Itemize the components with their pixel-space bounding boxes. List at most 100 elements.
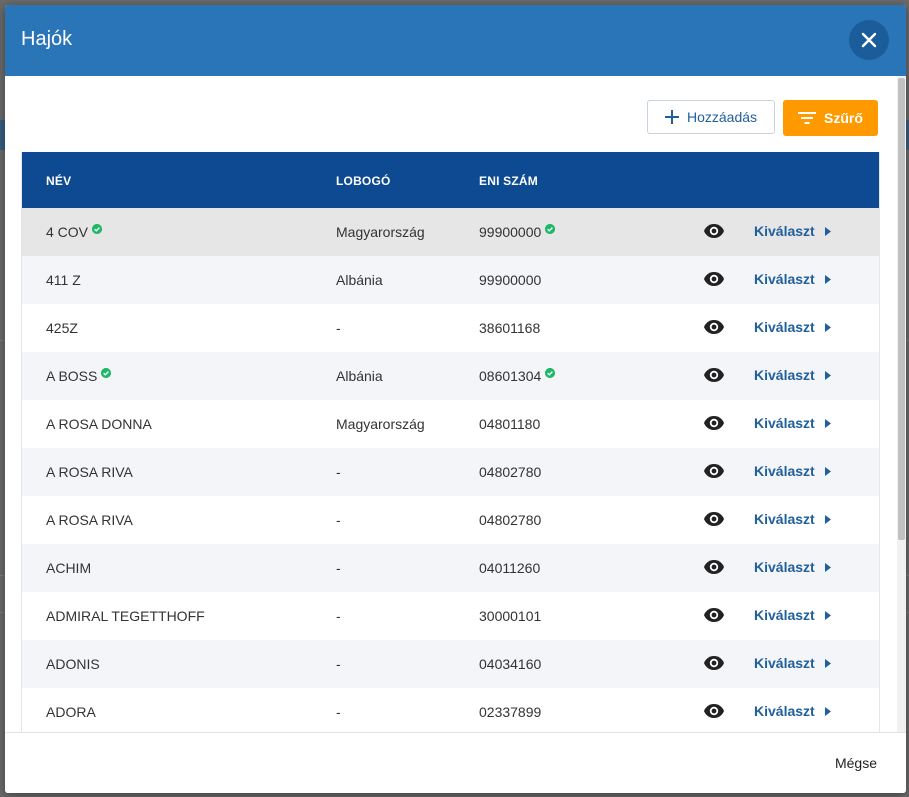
check-circle-icon: [545, 224, 556, 234]
ship-flag: Albánia: [336, 272, 383, 288]
ship-name-cell: ACHIM: [46, 560, 91, 576]
cancel-button[interactable]: Mégse: [834, 755, 877, 771]
check-circle-icon: [545, 368, 556, 378]
eye-icon[interactable]: [703, 559, 725, 575]
select-button[interactable]: Kiválaszt: [754, 703, 831, 719]
add-button-label: Hozzáadás: [686, 109, 758, 125]
ship-eni-cell: 08601304: [479, 368, 556, 384]
eye-icon[interactable]: [703, 319, 725, 335]
dialog-header: Hajók: [5, 5, 906, 76]
eye-icon[interactable]: [703, 415, 725, 431]
caret-right-icon: [824, 319, 831, 335]
eye-icon[interactable]: [703, 271, 725, 287]
dialog-footer: Mégse: [5, 732, 906, 793]
ship-name-cell: A ROSA RIVA: [46, 512, 133, 528]
ship-eni-number: 04011260: [479, 560, 541, 576]
ship-flag: Magyarország: [336, 416, 425, 432]
scrollbar-thumb[interactable]: [898, 78, 905, 540]
ship-eni-number: 30000101: [479, 608, 542, 624]
table-row[interactable]: ADMIRAL TEGETTHOFF - 30000101 Kiválaszt: [22, 592, 879, 640]
table-row[interactable]: ACHIM - 04011260 Kiválaszt: [22, 544, 879, 592]
caret-right-icon: [824, 223, 831, 239]
ship-name: A ROSA DONNA: [46, 416, 152, 432]
select-button[interactable]: Kiválaszt: [754, 463, 831, 479]
ship-eni-cell: 99900000: [479, 224, 556, 240]
ship-flag: Magyarország: [336, 224, 425, 240]
ship-flag: -: [336, 656, 341, 672]
table-row[interactable]: A BOSS Albánia 08601304 Kiválaszt: [22, 352, 879, 400]
eye-icon[interactable]: [703, 511, 725, 527]
ship-name-cell: 425Z: [46, 320, 78, 336]
column-header-flag[interactable]: LOBOGÓ: [336, 174, 391, 188]
table-row[interactable]: A ROSA DONNA Magyarország 04801180 Kiválasz…: [22, 400, 879, 448]
ship-name: ADORA: [46, 704, 96, 720]
ship-eni-number: 02337899: [479, 704, 542, 720]
select-button[interactable]: Kiválaszt: [754, 655, 831, 671]
dialog-title: Hajók: [21, 28, 73, 50]
table-row[interactable]: 411 Z Albánia 99900000 Kiválaszt: [22, 256, 879, 304]
eye-icon[interactable]: [703, 223, 725, 239]
column-header-name[interactable]: NÉV: [46, 174, 72, 188]
select-button-label: Kiválaszt: [754, 511, 815, 527]
table-row[interactable]: A ROSA RIVA - 04802780 Kiválaszt: [22, 496, 879, 544]
ship-name: ADMIRAL TEGETTHOFF: [46, 608, 205, 624]
eye-icon[interactable]: [703, 463, 725, 479]
caret-right-icon: [824, 655, 831, 671]
close-icon: [861, 32, 877, 48]
table-body: 4 COV Magyarország 99900000 Kiválaszt 411 Z A…: [22, 208, 879, 732]
ship-name: A BOSS: [46, 368, 98, 384]
filter-button[interactable]: Szűrő: [783, 100, 878, 136]
ship-eni-cell: 02337899: [479, 704, 541, 720]
caret-right-icon: [824, 607, 831, 623]
select-button-label: Kiválaszt: [754, 655, 815, 671]
ship-name: 411 Z: [46, 272, 81, 288]
ship-name-cell: A ROSA RIVA: [46, 464, 133, 480]
ship-name-cell: 411 Z: [46, 272, 81, 288]
table-row[interactable]: ADORA - 02337899 Kiválaszt: [22, 688, 879, 732]
ship-eni-cell: 04802780: [479, 512, 541, 528]
select-button[interactable]: Kiválaszt: [754, 511, 831, 527]
ship-eni-cell: 38601168: [479, 320, 540, 336]
close-button[interactable]: [849, 20, 889, 60]
add-button[interactable]: Hozzáadás: [647, 100, 775, 134]
select-button-label: Kiválaszt: [754, 559, 815, 575]
ship-eni-cell: 04802780: [479, 464, 541, 480]
select-button[interactable]: Kiválaszt: [754, 607, 831, 623]
table-row[interactable]: A ROSA RIVA - 04802780 Kiválaszt: [22, 448, 879, 496]
select-button[interactable]: Kiválaszt: [754, 367, 831, 383]
ship-flag: -: [336, 320, 341, 336]
ship-eni-number: 99900000: [479, 224, 542, 240]
select-button[interactable]: Kiválaszt: [754, 223, 831, 239]
ship-flag: -: [336, 512, 341, 528]
table-row[interactable]: 4 COV Magyarország 99900000 Kiválaszt: [22, 208, 879, 256]
table-row[interactable]: ADONIS - 04034160 Kiválaszt: [22, 640, 879, 688]
plus-icon: [664, 110, 679, 124]
select-button[interactable]: Kiválaszt: [754, 415, 831, 431]
dialog-toolbar: Hozzáadás Szűrő: [647, 100, 878, 136]
eye-icon[interactable]: [703, 607, 725, 623]
ship-eni-number: 38601168: [479, 320, 541, 336]
ship-name: ADONIS: [46, 656, 100, 672]
ship-name-cell: 4 COV: [46, 224, 103, 240]
select-button[interactable]: Kiválaszt: [754, 559, 831, 575]
ship-eni-number: 04034160: [479, 656, 542, 672]
ship-name: A ROSA RIVA: [46, 512, 133, 528]
ship-name: 4 COV: [46, 224, 89, 240]
eye-icon[interactable]: [703, 703, 725, 719]
scrollbar[interactable]: [897, 76, 906, 732]
ships-table: NÉV LOBOGÓ ENI SZÁM 4 COV Magyarország 999…: [21, 152, 880, 732]
ship-flag: -: [336, 704, 341, 720]
column-header-eni[interactable]: ENI SZÁM: [479, 174, 538, 188]
table-row[interactable]: 425Z - 38601168 Kiválaszt: [22, 304, 879, 352]
ship-name: ACHIM: [46, 560, 92, 576]
caret-right-icon: [824, 367, 831, 383]
ship-eni-number: 04801180: [479, 416, 541, 432]
ship-eni-number: 99900000: [479, 272, 542, 288]
select-button[interactable]: Kiválaszt: [754, 319, 831, 335]
ship-eni-cell: 30000101: [479, 608, 541, 624]
ship-name-cell: ADORA: [46, 704, 96, 720]
eye-icon[interactable]: [703, 655, 725, 671]
select-button[interactable]: Kiválaszt: [754, 271, 831, 287]
eye-icon[interactable]: [703, 367, 725, 383]
select-button-label: Kiválaszt: [754, 319, 815, 335]
